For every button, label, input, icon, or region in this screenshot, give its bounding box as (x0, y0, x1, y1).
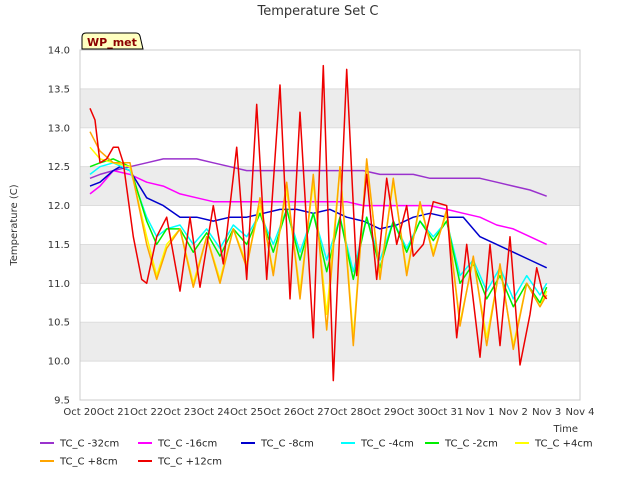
series-line (89, 64, 548, 382)
wp-met-badge: WP_met (81, 32, 144, 50)
plot-frame (79, 49, 581, 401)
legend-label: TC_C +12cm (157, 457, 222, 468)
series-line (89, 165, 548, 269)
x-tick-label: Oct 25 (230, 407, 263, 418)
y-tick-label: 12.0 (48, 201, 70, 212)
y-tick-label: 9.5 (54, 396, 70, 407)
legend-label: TC_C +4cm (534, 439, 593, 450)
x-tick-label: Oct 23 (163, 407, 196, 418)
badge-label: WP_met (87, 36, 137, 49)
legend-label: TC_C -32cm (59, 439, 119, 450)
chart-title: Temperature Set C (256, 4, 378, 19)
x-tick-label: Oct 20 (63, 407, 96, 418)
y-tick-label: 14.0 (48, 46, 70, 57)
y-tick-label: 10.5 (48, 318, 70, 329)
legend-label: TC_C -8cm (260, 439, 314, 450)
y-tick-label: 11.0 (48, 279, 70, 290)
y-tick-label: 11.5 (48, 240, 70, 251)
grid-band (80, 322, 580, 362)
x-tick-label: Oct 26 (263, 407, 296, 418)
x-tick-label: Nov 2 (499, 407, 528, 418)
legend: TC_C -32cm TC_C -16cm TC_C -8cm TC_C -4cm TC… (40, 439, 593, 468)
x-tick-label: Oct 30 (397, 407, 430, 418)
x-tick-label: Oct 31 (430, 407, 463, 418)
y-tick-label: 12.5 (48, 162, 70, 173)
series-line (89, 131, 548, 351)
series-layer (89, 64, 548, 382)
grid-band (80, 166, 580, 206)
x-axis-label: Time (553, 424, 578, 435)
legend-label: TC_C +8cm (59, 457, 118, 468)
x-tick-label: Oct 28 (330, 407, 363, 418)
series-line (89, 158, 547, 197)
y-tick-label: 13.0 (48, 123, 70, 134)
x-tick-label: Oct 22 (130, 407, 163, 418)
x-tick-label: Oct 24 (197, 407, 230, 418)
y-tick-label: 10.0 (48, 357, 70, 368)
x-tick-label: Oct 27 (297, 407, 330, 418)
y-tick-label: 13.5 (48, 84, 70, 95)
grid-bands (80, 88, 580, 362)
x-tick-label: Nov 4 (565, 407, 594, 418)
y-tick-labels: 9.5 10.0 10.5 11.0 11.5 12.0 12.5 13.0 13.5 14.0 (48, 46, 70, 407)
legend-label: TC_C -2cm (444, 439, 498, 450)
grid-band (80, 88, 580, 128)
legend-label: TC_C -4cm (360, 439, 414, 450)
x-tick-label: Nov 3 (532, 407, 561, 418)
legend-label: TC_C -16cm (157, 439, 217, 450)
series-line (89, 169, 548, 246)
y-axis-label: Temperature (C) (9, 184, 20, 266)
x-tick-label: Oct 29 (363, 407, 396, 418)
x-tick-label: Nov 1 (465, 407, 494, 418)
x-tick-label: Oct 21 (97, 407, 130, 418)
x-tick-labels: Oct 20 Oct 21 Oct 22 Oct 23 Oct 24 Oct 25 Oct … (63, 407, 594, 418)
